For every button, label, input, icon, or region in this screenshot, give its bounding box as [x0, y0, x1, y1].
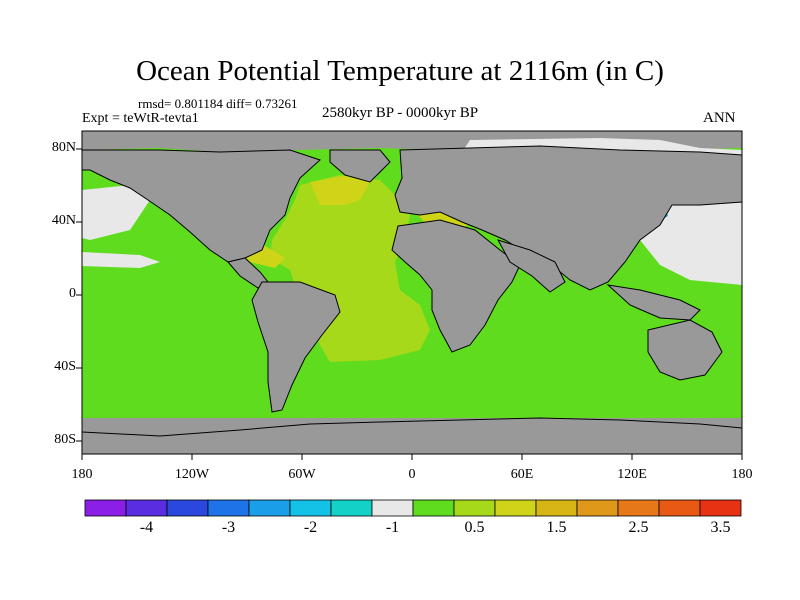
- colorbar-label: -2: [303, 519, 318, 536]
- colorbar: [84, 499, 742, 517]
- lat-ticks: [76, 148, 82, 442]
- antarctica-land: [82, 418, 742, 454]
- season-label: ANN: [703, 110, 736, 126]
- stats-text: rmsd= 0.801184 diff= 0.73261: [138, 96, 298, 111]
- lon-label-60e: 60E: [510, 467, 534, 482]
- colorbar-swatch: [84, 499, 127, 517]
- colorbar-label: 0.5: [464, 519, 485, 536]
- colorbar-swatch: [166, 499, 209, 517]
- colorbar-swatch: [658, 499, 701, 517]
- figure-title: Ocean Potential Temperature at 2116m (in…: [136, 55, 664, 87]
- equatorial-pacific-pale-band: [82, 252, 160, 268]
- lat-label-40s: 40S: [54, 359, 76, 374]
- greenland-land: [329, 149, 391, 183]
- maritime-asia-land: [606, 284, 701, 321]
- lon-label-120e: 120E: [617, 467, 647, 482]
- lon-label-180w: 180: [71, 467, 93, 482]
- colorbar-swatch: [535, 499, 578, 517]
- arabia-india-land: [496, 239, 566, 293]
- colorbar-swatch: [371, 499, 414, 517]
- colorbar-swatch: [412, 499, 455, 517]
- colorbar-label: -1: [385, 519, 400, 536]
- south-america-land: [251, 281, 341, 413]
- lat-label-80s: 80S: [54, 432, 76, 447]
- lon-label-120w: 120W: [174, 467, 210, 482]
- northwest-pacific-pale-region: [640, 195, 742, 285]
- colorbar-swatch: [617, 499, 660, 517]
- colorbar-label: 2.5: [628, 519, 649, 536]
- colorbar-swatch: [453, 499, 496, 517]
- experiment-label: Expt = teWtR-tevta1: [82, 111, 199, 126]
- colorbar-swatch: [494, 499, 537, 517]
- colorbar-swatch: [289, 499, 332, 517]
- colorbar-label: 3.5: [710, 519, 731, 536]
- lat-label-0: 0: [69, 286, 76, 301]
- period-label: 2580kyr BP - 0000kyr BP: [322, 105, 479, 121]
- colorbar-label: -4: [139, 519, 154, 536]
- lon-label-60w: 60W: [288, 467, 316, 482]
- colorbar-label: 1.5: [546, 519, 567, 536]
- north-atlantic-warmer-region: [310, 176, 370, 205]
- africa-land: [391, 219, 521, 353]
- colorbar-swatch: [576, 499, 619, 517]
- lon-label-180e: 180: [731, 467, 753, 482]
- eurasia-land: [394, 145, 743, 291]
- lon-label-0: 0: [408, 467, 416, 482]
- colorbar-swatch: [699, 499, 742, 517]
- colorbar-swatch: [330, 499, 373, 517]
- colorbar-label: -3: [221, 519, 236, 536]
- australia-land: [647, 319, 723, 381]
- colorbar-swatch: [125, 499, 168, 517]
- colorbar-swatch: [248, 499, 291, 517]
- north-pacific-pale-region: [82, 185, 150, 240]
- lon-ticks: [81, 454, 743, 460]
- antarctica-coastline: [81, 417, 743, 437]
- lat-label-40n: 40N: [51, 213, 76, 228]
- colorbar-swatch: [207, 499, 250, 517]
- lat-label-80n: 80N: [51, 140, 76, 155]
